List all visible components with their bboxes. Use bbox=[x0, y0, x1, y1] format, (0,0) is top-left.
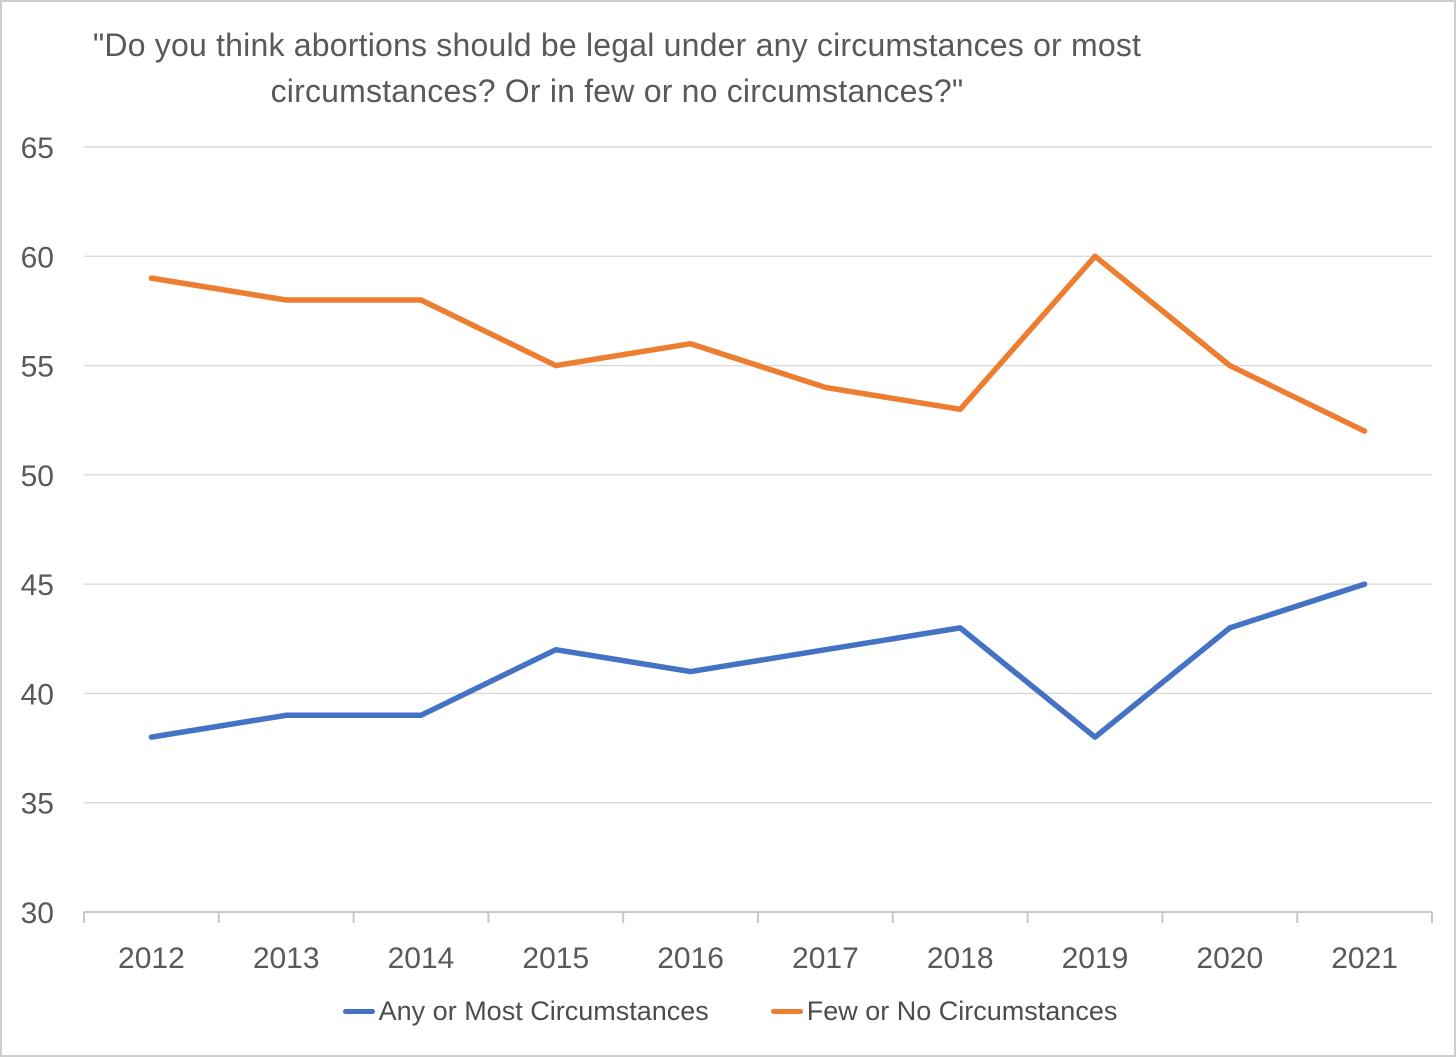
legend-label: Any or Most Circumstances bbox=[378, 996, 709, 1026]
y-tick-label: 60 bbox=[21, 241, 54, 274]
x-tick-label: 2017 bbox=[792, 942, 859, 975]
chart-title: "Do you think abortions should be legal … bbox=[92, 27, 1142, 110]
legend-swatch-icon bbox=[342, 1009, 375, 1014]
y-tick-label: 55 bbox=[21, 351, 54, 384]
x-tick-label: 2013 bbox=[253, 942, 320, 975]
x-tick-label: 2020 bbox=[1196, 942, 1263, 975]
series-line-few-or-no-circumstances bbox=[148, 253, 1368, 434]
series-line-any-or-most-circumstances bbox=[148, 581, 1368, 740]
x-tick-label: 2016 bbox=[657, 942, 724, 975]
x-tick-label: 2021 bbox=[1331, 942, 1398, 975]
y-tick-label: 30 bbox=[21, 897, 54, 930]
x-tick-label: 2015 bbox=[522, 942, 589, 975]
y-tick-label: 65 bbox=[21, 132, 54, 165]
y-tick-label: 50 bbox=[21, 460, 54, 493]
legend-swatch-icon bbox=[770, 1009, 803, 1014]
x-tick-label: 2018 bbox=[927, 942, 994, 975]
x-tick-label: 2012 bbox=[118, 942, 185, 975]
legend-item: Any or Most Circumstances bbox=[342, 996, 709, 1027]
legend-label: Few or No Circumstances bbox=[806, 996, 1118, 1026]
x-tick-label: 2014 bbox=[388, 942, 455, 975]
y-tick-label: 35 bbox=[21, 788, 54, 821]
y-tick-label: 40 bbox=[21, 678, 54, 711]
x-tick-label: 2019 bbox=[1062, 942, 1129, 975]
legend: Any or Most Circumstances Few or No Circu… bbox=[2, 996, 1454, 1027]
legend-item: Few or No Circumstances bbox=[770, 996, 1118, 1027]
y-tick-label: 45 bbox=[21, 569, 54, 602]
